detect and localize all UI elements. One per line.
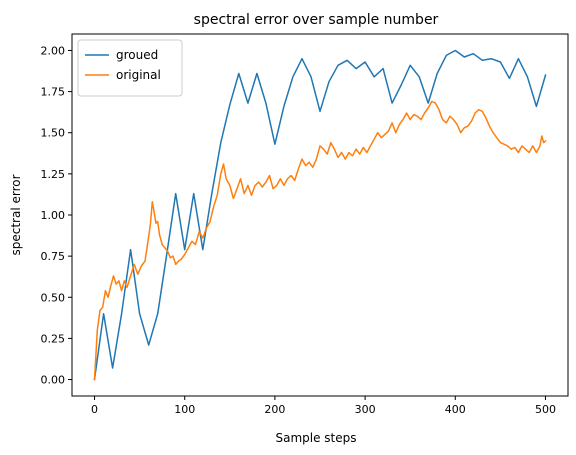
series-line-original: [93, 100, 547, 381]
y-tick-label: 1.75: [41, 86, 66, 99]
legend-box: [77, 39, 183, 97]
y-tick-label: 0.50: [41, 291, 66, 304]
x-axis-label: Sample steps: [275, 431, 356, 445]
x-tick-label: 100: [174, 403, 195, 416]
legend: groued original: [77, 39, 183, 97]
y-axis: 0.00 0.25 0.50 0.75 1.00 1.25 1.50 1.75 2.00: [41, 44, 72, 387]
x-tick-label: 200: [264, 403, 285, 416]
legend-label-original: original: [116, 68, 161, 82]
x-tick-label: 300: [355, 403, 376, 416]
y-tick-label: 1.25: [41, 168, 66, 181]
x-tick-label: 400: [445, 403, 466, 416]
x-tick-label: 500: [535, 403, 556, 416]
series-layer: [93, 49, 547, 381]
y-tick-label: 1.00: [41, 209, 66, 222]
y-tick-label: 0.75: [41, 250, 66, 263]
y-axis-label: spectral error: [9, 174, 23, 255]
y-tick-label: 2.00: [41, 44, 66, 57]
x-axis: 0 100 200 300 400 500: [91, 396, 556, 416]
legend-label-groued: groued: [116, 48, 158, 62]
y-tick-label: 1.50: [41, 127, 66, 140]
y-tick-label: 0.00: [41, 374, 66, 387]
series-line-groued: [93, 49, 547, 381]
x-tick-label: 0: [91, 403, 98, 416]
chart-title: spectral error over sample number: [194, 12, 439, 28]
y-tick-label: 0.25: [41, 332, 66, 345]
